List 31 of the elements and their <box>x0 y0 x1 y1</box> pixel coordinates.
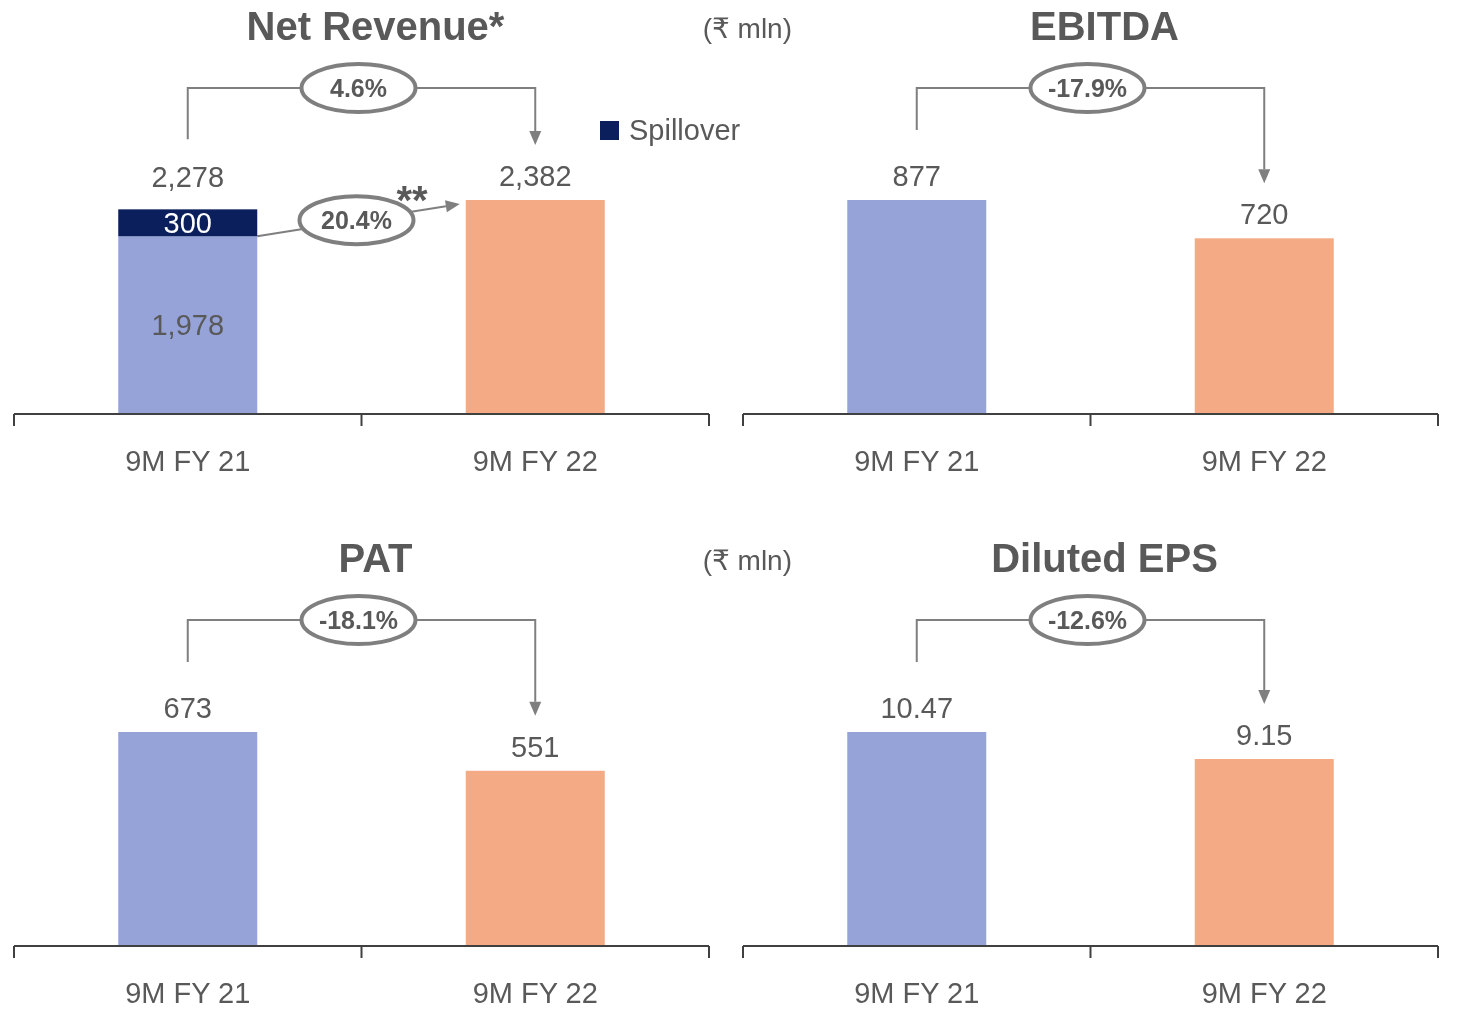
data-label: 300 <box>163 206 212 239</box>
legend-label: Spillover <box>629 114 741 146</box>
text: -17.9% <box>1047 74 1128 102</box>
text: (₹ mln) <box>702 13 792 44</box>
x-tick-label: 9M FY 21 <box>125 445 251 477</box>
text: -12.6% <box>1047 606 1128 634</box>
x-tick-label: 9M FY 21 <box>125 977 251 1009</box>
x-tick-label: 9M FY 22 <box>1201 977 1327 1009</box>
data-label: 10.47 <box>880 692 954 724</box>
annotation: ** <box>396 178 428 222</box>
data-label: 673 <box>163 692 212 724</box>
text: (₹ mln) <box>702 545 792 576</box>
x-tick-label: 9M FY 22 <box>472 445 598 477</box>
x-tick-label: 9M FY 22 <box>1201 445 1327 477</box>
chart-title: Diluted EPS <box>991 536 1218 580</box>
data-label: 1,978 <box>151 309 225 342</box>
x-tick-label: 9M FY 21 <box>854 445 980 477</box>
text: 4.6% <box>330 74 387 102</box>
annotation: 20.4% <box>321 206 392 235</box>
chart-title: PAT <box>338 536 413 580</box>
data-label: 877 <box>892 160 941 192</box>
data-label: 720 <box>1240 198 1289 231</box>
total-label: 2,278 <box>151 161 225 194</box>
x-tick-label: 9M FY 22 <box>472 977 598 1009</box>
data-label: 551 <box>511 730 560 763</box>
data-label: 2,382 <box>498 160 572 192</box>
text: -18.1% <box>318 606 399 634</box>
data-label: 9.15 <box>1236 718 1293 751</box>
chart-title: EBITDA <box>1030 4 1179 48</box>
chart-title: Net Revenue* <box>246 4 505 48</box>
x-tick-label: 9M FY 21 <box>854 977 980 1009</box>
